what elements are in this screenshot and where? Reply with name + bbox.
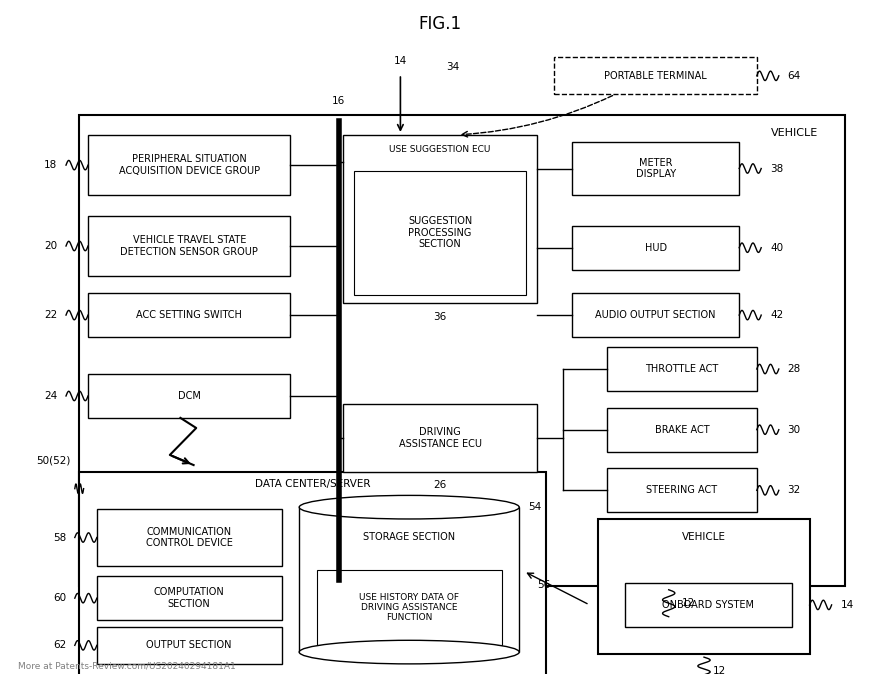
Bar [97, 509, 282, 566]
Text: USE SUGGESTION ECU: USE SUGGESTION ECU [389, 145, 491, 154]
Ellipse shape [299, 640, 519, 664]
Text: 26: 26 [433, 481, 447, 490]
Text: DRIVING
ASSISTANCE ECU: DRIVING ASSISTANCE ECU [399, 427, 481, 449]
Text: 40: 40 [770, 243, 783, 253]
Text: COMPUTATION
SECTION: COMPUTATION SECTION [154, 587, 224, 609]
Bar [97, 627, 282, 664]
Text: THROTTLE ACT: THROTTLE ACT [645, 364, 719, 374]
Text: 34: 34 [446, 63, 460, 72]
Text: 22: 22 [44, 310, 57, 320]
Text: 12: 12 [713, 666, 726, 674]
Bar [607, 347, 757, 391]
Text: HUD: HUD [644, 243, 667, 253]
Ellipse shape [299, 495, 519, 519]
Bar [343, 135, 537, 303]
Text: COMMUNICATION
CONTROL DEVICE: COMMUNICATION CONTROL DEVICE [146, 526, 232, 549]
Text: 14: 14 [840, 600, 854, 610]
Text: ACC SETTING SWITCH: ACC SETTING SWITCH [136, 310, 242, 320]
Text: STORAGE SECTION: STORAGE SECTION [363, 532, 455, 543]
Text: 36: 36 [433, 312, 447, 321]
Bar [343, 404, 537, 472]
Bar [607, 468, 757, 512]
Text: More at Patents-Review.com/US20240294181A1: More at Patents-Review.com/US20240294181… [18, 662, 235, 671]
Text: DATA CENTER/SERVER: DATA CENTER/SERVER [254, 479, 370, 489]
Text: STEERING ACT: STEERING ACT [647, 485, 717, 495]
Text: 58: 58 [53, 532, 66, 543]
Bar [572, 226, 739, 270]
Text: OUTPUT SECTION: OUTPUT SECTION [146, 640, 232, 650]
Text: 32: 32 [788, 485, 801, 495]
Bar [625, 583, 792, 627]
Text: AUDIO OUTPUT SECTION: AUDIO OUTPUT SECTION [596, 310, 715, 320]
Bar [79, 115, 845, 586]
Text: 20: 20 [44, 241, 57, 251]
Text: 38: 38 [770, 164, 783, 173]
Bar [598, 519, 810, 654]
Text: PORTABLE TERMINAL: PORTABLE TERMINAL [605, 71, 707, 81]
Text: PERIPHERAL SITUATION
ACQUISITION DEVICE GROUP: PERIPHERAL SITUATION ACQUISITION DEVICE … [119, 154, 260, 176]
Text: 50(52): 50(52) [36, 455, 70, 465]
Bar [79, 472, 546, 674]
Text: 30: 30 [788, 425, 801, 435]
Text: METER
DISPLAY: METER DISPLAY [635, 158, 676, 179]
Text: BRAKE ACT: BRAKE ACT [655, 425, 709, 435]
Bar [554, 57, 757, 94]
Text: 62: 62 [53, 640, 66, 650]
Text: USE HISTORY DATA OF
DRIVING ASSISTANCE
FUNCTION: USE HISTORY DATA OF DRIVING ASSISTANCE F… [359, 592, 459, 622]
Bar [572, 142, 739, 195]
Text: VEHICLE: VEHICLE [682, 532, 726, 543]
Bar [97, 576, 282, 620]
Text: 12: 12 [682, 599, 695, 608]
Text: 42: 42 [770, 310, 783, 320]
Text: VEHICLE: VEHICLE [771, 128, 818, 138]
Text: 28: 28 [788, 364, 801, 374]
Text: 16: 16 [332, 96, 346, 106]
Bar [88, 216, 290, 276]
Bar [607, 408, 757, 452]
Bar [88, 293, 290, 337]
Text: VEHICLE TRAVEL STATE
DETECTION SENSOR GROUP: VEHICLE TRAVEL STATE DETECTION SENSOR GR… [121, 235, 258, 257]
Text: 24: 24 [44, 391, 57, 401]
Bar [354, 171, 526, 295]
Text: 18: 18 [44, 160, 57, 170]
Text: 60: 60 [53, 593, 66, 603]
Bar [572, 293, 739, 337]
Text: 54: 54 [528, 502, 541, 512]
Text: 56: 56 [537, 580, 550, 590]
Text: SUGGESTION
PROCESSING
SECTION: SUGGESTION PROCESSING SECTION [407, 216, 473, 249]
Text: ONBOARD SYSTEM: ONBOARD SYSTEM [663, 600, 754, 610]
Text: 14: 14 [393, 56, 407, 65]
Bar [88, 135, 290, 195]
Text: FIG.1: FIG.1 [418, 15, 462, 32]
Text: DCM: DCM [178, 391, 201, 401]
Bar [299, 507, 519, 652]
Bar [88, 374, 290, 418]
Bar [317, 570, 502, 646]
Text: 64: 64 [788, 71, 801, 81]
